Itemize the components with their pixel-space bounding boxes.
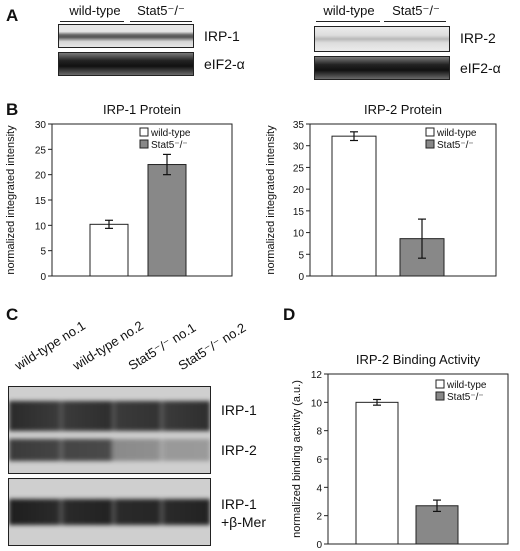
y-tick-label: 30 [35, 120, 47, 131]
y-tick-label: 35 [293, 120, 305, 131]
chart-irp1-protein: IRP-1 Protein 0 5 10 15 20 25 30 normalized inte… [5, 102, 233, 283]
y-tick-label: 10 [35, 221, 47, 232]
legend-swatch [139, 139, 149, 149]
blot-irp1-bmer [8, 478, 211, 546]
y-tick-label: 15 [35, 196, 47, 207]
chart-title: IRP-1 Protein [103, 102, 181, 117]
y-tick-label: 25 [35, 145, 47, 156]
band-label-irp1-bmer: IRP-1 [221, 496, 257, 512]
band-label-eif2a: eIF2-α [204, 56, 245, 72]
y-tick-label: 20 [293, 185, 305, 196]
chart-title: IRP-2 Binding Activity [356, 352, 481, 367]
group-label-stat5: Stat5⁻/⁻ [392, 3, 440, 18]
band-label-irp1: IRP-1 [221, 402, 257, 418]
legend-swatch [139, 127, 149, 137]
legend-swatch [435, 379, 445, 389]
y-tick-label: 6 [316, 455, 322, 466]
legend-label: Stat5⁻/⁻ [437, 140, 474, 151]
group-label-wild-type: wild-type [323, 3, 375, 18]
group-underline [60, 21, 124, 22]
y-tick-label: 0 [298, 272, 304, 283]
bar [147, 164, 187, 277]
band-label-irp2: IRP-2 [460, 30, 496, 46]
y-tick-label: 20 [35, 171, 47, 182]
blot-irp-gelshift [8, 386, 211, 474]
group-label-wild-type: wild-type [69, 3, 121, 18]
group-underline [384, 21, 446, 22]
y-tick-label: 8 [316, 427, 322, 438]
chart-irp2-binding: IRP-2 Binding Activity 0 2 4 6 8 10 12 normalize… [291, 352, 509, 548]
blot-irp2 [314, 26, 450, 52]
y-tick-label: 30 [293, 142, 305, 153]
y-axis-label: normalized integrated intensity [265, 125, 277, 275]
y-tick-label: 5 [298, 250, 304, 261]
bar [415, 505, 459, 545]
y-tick-label: 0 [40, 272, 46, 283]
chart-irp2-protein: IRP-2 Protein 0 5 10 15 20 25 30 35 normalized in… [265, 102, 497, 283]
band-label-irp2: IRP-2 [221, 442, 257, 458]
y-tick-label: 5 [40, 247, 46, 258]
panel-letter-d: D [283, 305, 296, 324]
legend-label: wild-type [150, 128, 191, 139]
chart-title: IRP-2 Protein [364, 102, 442, 117]
group-underline [316, 21, 380, 22]
group-underline [130, 21, 192, 22]
panel-letter-b: B [6, 100, 19, 119]
y-tick-label: 0 [316, 540, 322, 548]
bar [355, 401, 399, 545]
panel-letter-a: A [6, 6, 19, 25]
lane-labels: wild-type no.1 wild-type no.2 Stat5⁻/⁻ n… [12, 318, 260, 388]
bar [89, 223, 129, 277]
blot-eif2a-right [314, 56, 450, 80]
legend-swatch [425, 139, 435, 149]
legend-label: Stat5⁻/⁻ [447, 392, 484, 403]
legend-label: wild-type [446, 380, 487, 391]
legend-label: Stat5⁻/⁻ [151, 140, 188, 151]
y-tick-label: 10 [311, 398, 323, 409]
legend-swatch [435, 391, 445, 401]
band-label-eif2a: eIF2-α [460, 60, 501, 76]
blot-irp1 [58, 24, 194, 48]
y-tick-label: 2 [316, 512, 322, 523]
legend-swatch [425, 127, 435, 137]
y-axis-label: normalized binding activity (a.u.) [291, 380, 303, 538]
blot-eif2a-left [58, 52, 194, 76]
y-tick-label: 12 [311, 370, 323, 381]
y-tick-label: 10 [293, 229, 305, 240]
panel-letter-c: C [6, 305, 19, 324]
y-tick-label: 4 [316, 483, 322, 494]
y-tick-label: 25 [293, 163, 305, 174]
legend-label: wild-type [436, 128, 477, 139]
group-label-stat5: Stat5⁻/⁻ [137, 3, 185, 18]
band-label-irp1: IRP-1 [204, 28, 240, 44]
bar [331, 135, 377, 277]
y-axis-label: normalized integrated intensity [5, 125, 17, 275]
band-label-bmer: +β-Mer [221, 514, 267, 530]
y-tick-label: 15 [293, 207, 305, 218]
